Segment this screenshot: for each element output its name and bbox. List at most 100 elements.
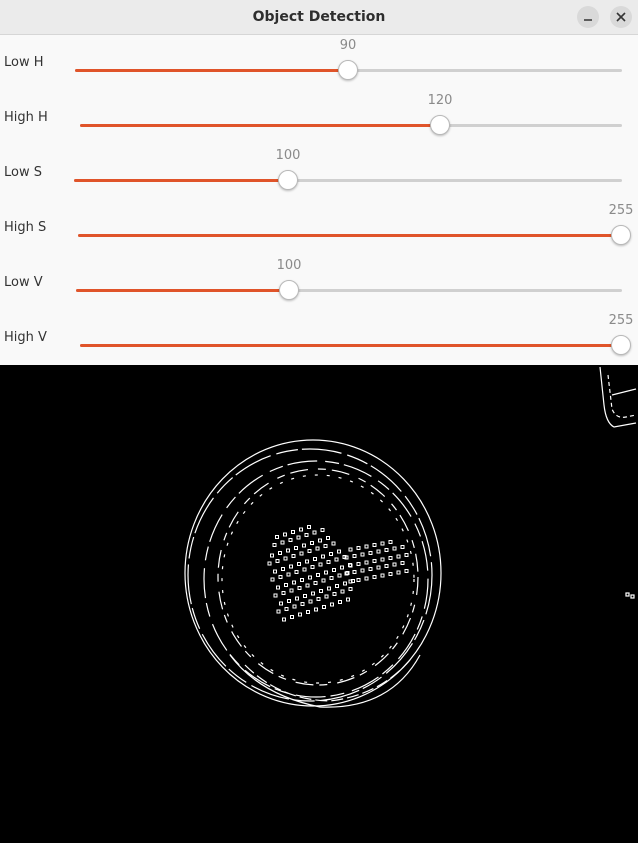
edge-dot: [318, 562, 323, 567]
edge-dot: [340, 589, 345, 594]
edge-dot: [384, 564, 389, 568]
edge-dot: [302, 567, 307, 572]
slider-thumb-high-h[interactable]: [430, 115, 450, 135]
edge-dot: [270, 577, 275, 582]
edge-dot: [368, 551, 373, 555]
edge-dot: [321, 554, 325, 559]
trackbar-panel: Low H 90 High H 120 Low S 100 High S 255: [0, 35, 638, 365]
edge-dot: [372, 543, 377, 547]
slider-label-high-v: High V: [4, 330, 47, 345]
edge-dot: [344, 555, 349, 560]
edge-dot: [396, 554, 401, 559]
edge-dot: [329, 576, 334, 580]
edge-dot: [307, 549, 312, 553]
edge-dot: [334, 557, 339, 562]
slider-row-low-s: Low S 100: [0, 145, 638, 200]
slider-fill-high-s: [78, 234, 621, 237]
edge-dot: [283, 556, 288, 561]
edge-dot: [289, 564, 293, 569]
edge-dot: [372, 559, 377, 563]
edge-dot: [404, 553, 409, 557]
slider-thumb-high-v[interactable]: [611, 335, 631, 355]
edge-dot: [346, 597, 350, 602]
slider-value-low-v: 100: [276, 258, 302, 273]
edge-dot: [282, 617, 286, 622]
edge-dot: [294, 570, 299, 574]
edge-dot: [310, 565, 315, 569]
edge-dot: [368, 567, 373, 571]
edge-dot: [308, 599, 313, 604]
edge-dot: [290, 615, 294, 619]
edge-dot: [360, 568, 365, 573]
edge-dot: [288, 538, 293, 542]
slider-thumb-high-s[interactable]: [611, 225, 631, 245]
edge-dot: [404, 569, 409, 573]
slider-low-h[interactable]: 90: [75, 38, 622, 80]
edge-dot: [275, 535, 279, 539]
edge-dot: [299, 551, 304, 556]
edge-dot: [310, 541, 314, 545]
edge-dot: [332, 592, 337, 596]
edge-dot: [278, 575, 283, 579]
edge-dot: [380, 541, 385, 546]
slider-label-high-h: High H: [4, 110, 48, 125]
edge-dot: [311, 591, 315, 596]
edge-dot: [319, 589, 323, 593]
edge-dot: [300, 578, 304, 582]
slider-high-h[interactable]: 120: [80, 93, 622, 135]
edge-dot: [348, 587, 353, 591]
slider-label-low-v: Low V: [4, 275, 43, 290]
edge-dot: [323, 544, 328, 548]
edge-dot: [321, 578, 326, 583]
slider-label-high-s: High S: [4, 220, 47, 235]
edge-dot: [326, 560, 331, 564]
edge-dot: [380, 573, 385, 578]
edge-dot: [284, 583, 288, 587]
slider-fill-low-v: [76, 289, 289, 292]
edge-dot: [356, 562, 361, 566]
edge-dot: [343, 581, 347, 586]
edge-dot: [360, 552, 365, 557]
edge-dot: [291, 530, 295, 534]
minimize-button[interactable]: [577, 6, 599, 28]
slider-thumb-low-v[interactable]: [279, 280, 299, 300]
edge-dot: [305, 559, 309, 564]
edge-dot: [348, 547, 353, 552]
edge-dot: [364, 544, 369, 549]
edge-dot: [297, 586, 302, 590]
edge-dot: [388, 540, 393, 544]
edge-dot: [356, 578, 361, 582]
edge-dot: [348, 579, 353, 584]
edge-dot: [283, 532, 287, 537]
edge-dot: [300, 602, 305, 606]
edge-dot: [298, 612, 302, 617]
edge-dot: [326, 536, 330, 540]
slider-thumb-low-h[interactable]: [338, 60, 358, 80]
edge-dot: [281, 567, 285, 571]
slider-row-high-s: High S 255: [0, 200, 638, 255]
edge-dot: [313, 557, 317, 561]
edge-dot: [335, 584, 339, 588]
edge-detection-image: [0, 365, 638, 843]
slider-fill-low-h: [75, 69, 348, 72]
edge-dot: [337, 573, 342, 578]
edge-dot: [331, 541, 336, 546]
window-title: Object Detection: [252, 9, 386, 25]
edge-dot: [279, 601, 283, 606]
edge-dot: [308, 575, 312, 580]
slider-low-s[interactable]: 100: [74, 148, 622, 190]
edge-dot: [316, 597, 321, 601]
edge-dot: [281, 591, 286, 595]
edge-dot: [388, 572, 393, 576]
edge-dot: [380, 557, 385, 562]
edge-dot: [273, 593, 278, 598]
close-button[interactable]: [610, 6, 632, 28]
edge-dot: [337, 549, 341, 554]
slider-high-v[interactable]: 255: [80, 313, 633, 355]
slider-high-s[interactable]: 255: [78, 203, 633, 245]
slider-row-low-v: Low V 100: [0, 255, 638, 310]
edge-dot: [313, 581, 318, 585]
slider-row-high-v: High V 255: [0, 310, 638, 365]
slider-thumb-low-s[interactable]: [278, 170, 298, 190]
slider-low-v[interactable]: 100: [76, 258, 622, 300]
